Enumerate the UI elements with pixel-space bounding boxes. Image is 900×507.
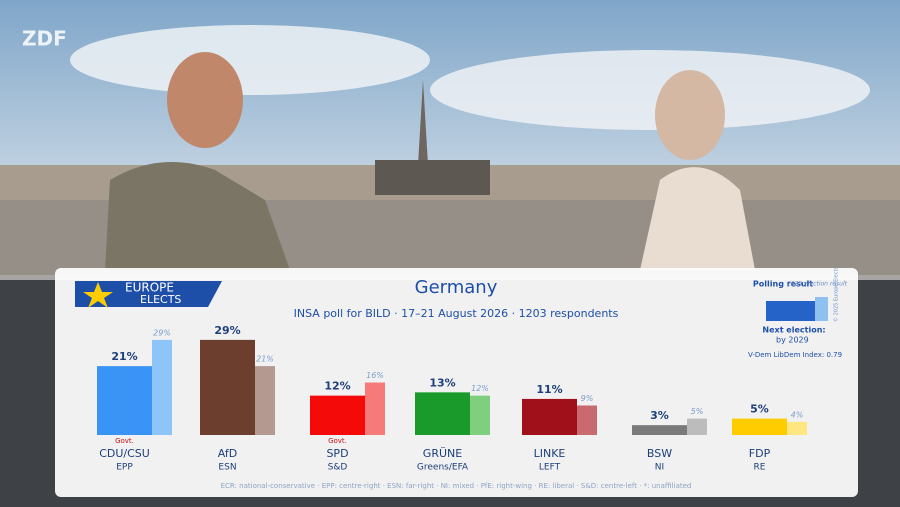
value-label: 11% xyxy=(536,383,562,396)
bar-poll xyxy=(200,339,255,435)
chart-panel xyxy=(55,268,858,497)
next-election-label: Next election: xyxy=(762,326,825,335)
chart-title: Germany xyxy=(415,277,498,298)
bar-election xyxy=(152,339,172,435)
category-label: CDU/CSU xyxy=(99,447,150,460)
bar-election xyxy=(687,418,707,435)
broadcaster-logo: ZDF xyxy=(22,27,67,51)
legend-swatch xyxy=(815,297,828,321)
spire xyxy=(418,80,428,165)
next-election: by 2029 xyxy=(776,336,809,345)
govt-label: Govt. xyxy=(328,437,347,445)
bar-election xyxy=(470,395,490,435)
person-right xyxy=(640,167,755,270)
value-label-election: 12% xyxy=(471,384,489,393)
bar-poll xyxy=(732,418,787,435)
bar-poll xyxy=(310,395,365,435)
bar-election xyxy=(365,382,385,435)
value-label: 12% xyxy=(324,380,350,393)
legend-label: Polling result xyxy=(753,280,813,289)
bar-election xyxy=(787,421,807,435)
group-label: RE xyxy=(754,463,766,473)
person-right-head xyxy=(655,70,725,160)
index-note: V-Dem LibDem Index: 0.79 xyxy=(748,351,842,359)
value-label-election: 21% xyxy=(256,355,274,364)
copyright: © 2025 Europe Elects xyxy=(833,267,840,322)
person-left-head xyxy=(167,52,243,148)
category-label: LINKE xyxy=(534,447,566,460)
category-label: GRÜNE xyxy=(423,447,462,460)
category-label: FDP xyxy=(749,447,771,460)
value-label-election: 16% xyxy=(366,371,384,380)
group-label: NI xyxy=(655,463,664,473)
group-label: S&D xyxy=(328,463,348,473)
value-label: 29% xyxy=(214,324,240,337)
value-label-election: 4% xyxy=(791,410,804,419)
group-label: Greens/EFA xyxy=(417,463,469,473)
category-label: BSW xyxy=(647,447,672,460)
brand-text: ELECTS xyxy=(140,293,181,306)
legend-label: 2025 election result xyxy=(787,281,848,288)
group-label: ESN xyxy=(218,463,236,473)
bar-poll xyxy=(522,398,577,435)
brand-star xyxy=(83,282,113,308)
chart-subtitle: INSA poll for BILD · 17–21 August 2026 ·… xyxy=(294,307,619,320)
bar-poll xyxy=(97,366,152,435)
legend-swatch xyxy=(766,301,815,321)
value-label-election: 9% xyxy=(581,394,594,403)
value-label: 5% xyxy=(750,403,769,416)
cloud xyxy=(70,25,430,95)
govt-label: Govt. xyxy=(115,437,134,445)
bar-election xyxy=(255,366,275,435)
bar-poll xyxy=(415,392,470,435)
brand-text: EUROPE xyxy=(125,281,174,295)
value-label-election: 5% xyxy=(691,407,704,416)
cathedral xyxy=(375,160,490,195)
bar-poll xyxy=(632,425,687,435)
value-label: 13% xyxy=(429,376,455,389)
footer-note: ECR: national-conservative · EPP: centre… xyxy=(221,482,692,490)
group-label: LEFT xyxy=(539,463,561,473)
category-label: SPD xyxy=(326,447,348,460)
person-left xyxy=(105,162,290,270)
value-label: 21% xyxy=(111,350,137,363)
bar-election xyxy=(577,405,597,435)
cloud xyxy=(430,50,870,130)
group-label: EPP xyxy=(116,463,133,473)
category-label: AfD xyxy=(218,447,237,460)
value-label-election: 29% xyxy=(153,328,171,337)
value-label: 3% xyxy=(650,409,669,422)
brand-box xyxy=(75,281,222,307)
